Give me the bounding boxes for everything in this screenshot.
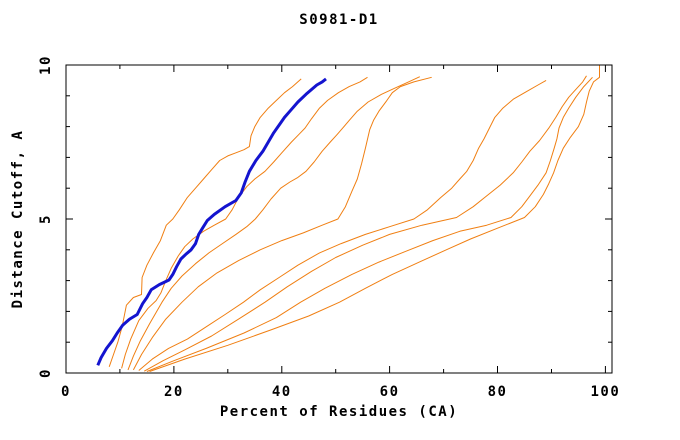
series-line-orange-model-5 — [138, 79, 547, 371]
curves — [96, 65, 600, 372]
series-line-orange-model-4 — [132, 76, 432, 371]
x-tick-label: 80 — [488, 384, 508, 400]
y-axis-label: Distance Cutoff, A — [10, 130, 26, 309]
y-axis-ticks: 0 5 10 — [38, 55, 612, 378]
x-tick-label: 100 — [591, 384, 621, 400]
x-tick-label: 20 — [164, 384, 184, 400]
series-line-orange-model-3 — [127, 76, 421, 371]
y-tick-label: 10 — [38, 55, 54, 75]
series-line-orange-model-1 — [108, 78, 302, 367]
series-line-orange-model-8 — [149, 65, 600, 372]
series-line-orange-model-7 — [146, 76, 593, 372]
y-tick-label: 0 — [38, 368, 54, 378]
x-tick-label: 60 — [380, 384, 400, 400]
x-tick-label: 0 — [61, 384, 71, 400]
series-line-orange-model-6 — [143, 75, 587, 372]
chart-title: S0981-D1 — [299, 12, 378, 28]
x-axis-label: Percent of Residues (CA) — [220, 404, 458, 420]
series-line-blue-highlighted-model — [96, 77, 327, 366]
series-line-orange-model-2 — [121, 76, 368, 369]
x-axis-ticks: 0 20 40 60 80 100 — [61, 65, 621, 400]
x-tick-label: 40 — [272, 384, 292, 400]
y-tick-label: 5 — [38, 214, 54, 224]
